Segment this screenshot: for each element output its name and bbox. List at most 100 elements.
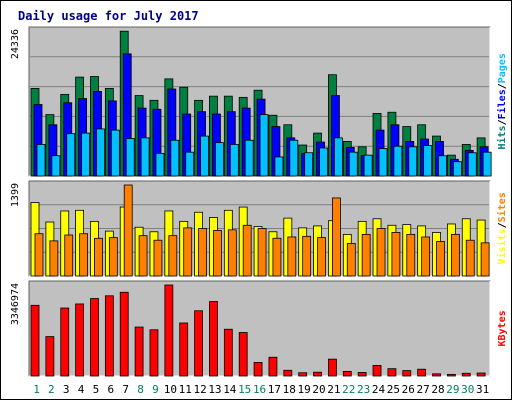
day-label-13: 13 xyxy=(208,383,221,396)
day-label-31: 31 xyxy=(476,383,489,396)
bar-kbytes-day-21 xyxy=(328,358,337,377)
bar-pages-day-16 xyxy=(259,114,269,177)
bar-sites-day-11 xyxy=(183,227,193,277)
bar-kbytes-day-22 xyxy=(342,370,352,377)
legend-item: KBytes xyxy=(497,310,508,346)
bar-kbytes-day-12 xyxy=(194,310,203,377)
panel-hits-files-pages-legend: Hits/Files/Pages xyxy=(496,53,508,149)
day-label-28: 28 xyxy=(431,383,444,396)
bar-pages-day-23 xyxy=(363,154,373,177)
day-label-21: 21 xyxy=(327,383,340,396)
bar-pages-day-2 xyxy=(51,155,61,177)
bar-pages-day-18 xyxy=(289,139,299,177)
bar-kbytes-day-20 xyxy=(313,371,322,377)
day-label-26: 26 xyxy=(402,383,415,396)
day-label-1: 1 xyxy=(33,383,40,396)
panel-kbytes-max-label: 3346974 xyxy=(10,283,21,325)
bar-pages-day-4 xyxy=(81,132,91,177)
bar-sites-day-29 xyxy=(450,233,460,277)
bar-sites-day-14 xyxy=(227,229,237,277)
bar-sites-day-9 xyxy=(153,239,163,277)
bar-pages-day-10 xyxy=(170,139,180,177)
day-label-12: 12 xyxy=(193,383,206,396)
bar-pages-day-26 xyxy=(408,146,418,177)
bar-sites-day-17 xyxy=(272,237,282,277)
bar-sites-day-18 xyxy=(287,236,297,277)
bar-sites-day-10 xyxy=(168,235,178,277)
bar-kbytes-day-16 xyxy=(253,362,263,377)
bar-pages-day-17 xyxy=(274,156,284,177)
bar-sites-day-3 xyxy=(64,234,74,277)
day-label-18: 18 xyxy=(283,383,296,396)
day-label-11: 11 xyxy=(179,383,192,396)
day-label-25: 25 xyxy=(387,383,400,396)
bar-sites-day-20 xyxy=(317,237,326,277)
bar-kbytes-day-18 xyxy=(283,369,293,377)
bar-sites-day-16 xyxy=(257,228,267,277)
bar-sites-day-12 xyxy=(198,228,207,277)
day-label-7: 7 xyxy=(122,383,129,396)
bar-kbytes-day-30 xyxy=(461,372,471,377)
panel-hits-files-pages-max-label: 24336 xyxy=(10,29,21,59)
bar-kbytes-day-27 xyxy=(417,368,427,377)
bar-sites-day-27 xyxy=(421,236,431,277)
bar-pages-day-15 xyxy=(244,139,254,177)
bar-kbytes-day-15 xyxy=(238,332,248,377)
bar-kbytes-day-13 xyxy=(209,301,218,377)
bar-sites-day-30 xyxy=(465,239,475,277)
bar-kbytes-day-29 xyxy=(446,373,456,377)
day-label-30: 30 xyxy=(461,383,474,396)
legend-item: / xyxy=(497,83,508,89)
bar-pages-day-24 xyxy=(378,148,388,177)
day-label-5: 5 xyxy=(93,383,100,396)
bar-pages-day-13 xyxy=(215,142,224,177)
bar-sites-day-4 xyxy=(79,233,89,277)
bar-pages-day-11 xyxy=(185,151,195,177)
bar-sites-day-8 xyxy=(138,235,148,277)
bar-sites-day-2 xyxy=(49,240,59,277)
bar-kbytes-day-11 xyxy=(179,322,189,377)
bar-kbytes-day-14 xyxy=(223,328,233,377)
day-label-29: 29 xyxy=(446,383,459,396)
day-label-9: 9 xyxy=(152,383,159,396)
bar-pages-day-5 xyxy=(96,128,105,177)
bar-kbytes-day-5 xyxy=(90,298,99,377)
day-label-22: 22 xyxy=(342,383,355,396)
bar-kbytes-day-26 xyxy=(402,370,412,377)
legend-item: / xyxy=(497,222,508,228)
bar-sites-day-13 xyxy=(213,230,222,277)
bar-pages-day-12 xyxy=(200,135,209,177)
day-label-24: 24 xyxy=(372,383,386,396)
bar-kbytes-day-7 xyxy=(119,291,129,377)
bar-sites-day-23 xyxy=(361,233,371,277)
bar-pages-day-19 xyxy=(304,152,314,177)
day-label-10: 10 xyxy=(164,383,177,396)
bar-sites-day-5 xyxy=(94,237,103,277)
bar-kbytes-day-9 xyxy=(149,329,159,377)
bar-pages-day-30 xyxy=(467,152,477,177)
bar-sites-day-19 xyxy=(302,235,312,277)
day-label-23: 23 xyxy=(357,383,370,396)
day-label-16: 16 xyxy=(253,383,266,396)
bar-sites-day-24 xyxy=(376,228,386,277)
bar-pages-day-3 xyxy=(66,133,76,177)
bar-kbytes-day-2 xyxy=(45,336,55,377)
day-label-4: 4 xyxy=(78,383,85,396)
bar-sites-day-6 xyxy=(108,237,118,277)
bar-sites-day-15 xyxy=(242,224,252,277)
bar-kbytes-day-4 xyxy=(75,303,85,377)
day-label-15: 15 xyxy=(238,383,251,396)
day-label-2: 2 xyxy=(48,383,55,396)
bar-pages-day-28 xyxy=(438,155,447,177)
legend-item: Hits xyxy=(496,125,508,149)
bar-pages-day-22 xyxy=(348,151,358,177)
bar-kbytes-day-31 xyxy=(476,372,486,377)
bar-kbytes-day-25 xyxy=(387,368,397,377)
bar-pages-day-25 xyxy=(393,145,403,177)
bar-pages-day-14 xyxy=(229,144,239,177)
bar-kbytes-day-19 xyxy=(298,372,308,377)
panel-kbytes-legend: KBytes xyxy=(497,310,508,346)
bar-sites-day-25 xyxy=(391,232,401,277)
bar-pages-day-8 xyxy=(140,137,150,177)
